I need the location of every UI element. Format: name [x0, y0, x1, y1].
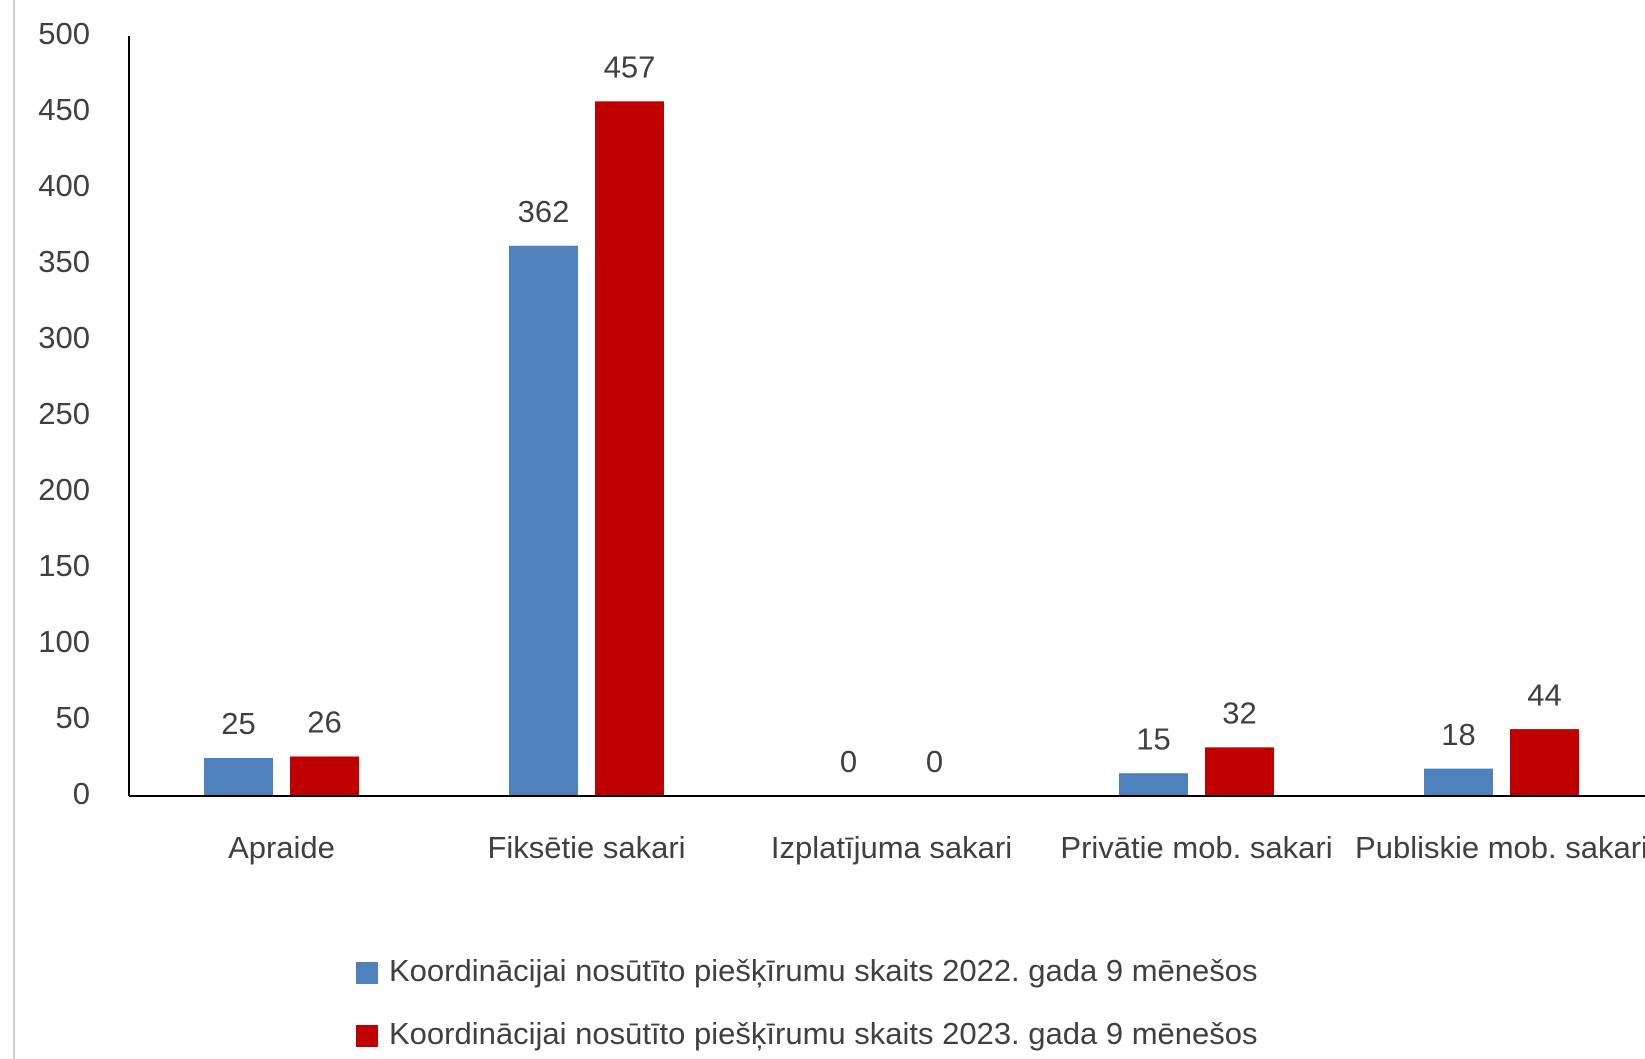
y-tick-label: 500 [38, 16, 90, 51]
y-tick-label: 0 [73, 776, 90, 811]
bar [595, 101, 664, 797]
data-label: 44 [1527, 677, 1561, 712]
y-tick-label: 250 [38, 396, 90, 431]
y-tick-label: 400 [38, 168, 90, 203]
x-tick-label: Privātie mob. sakari [1060, 830, 1332, 865]
legend-label: Koordinācijai nosūtīto piešķīrumu skaits… [389, 953, 1258, 988]
bar [1119, 773, 1188, 796]
y-tick-label: 150 [38, 548, 90, 583]
data-label: 32 [1222, 696, 1256, 731]
data-label: 0 [926, 744, 943, 779]
bar [1205, 747, 1274, 796]
data-label: 25 [221, 706, 255, 741]
x-tick-label: Fiksētie sakari [487, 830, 685, 865]
bar [1424, 768, 1493, 796]
legend-swatch [356, 1025, 378, 1047]
data-label: 15 [1136, 721, 1170, 756]
y-tick-label: 100 [38, 624, 90, 659]
data-label: 18 [1441, 717, 1475, 752]
y-tick-label: 50 [56, 700, 90, 735]
bar [1510, 729, 1579, 796]
data-label: 362 [518, 194, 570, 229]
data-label: 26 [307, 705, 341, 740]
y-tick-label: 350 [38, 244, 90, 279]
x-tick-label: Publiskie mob. sakari [1355, 830, 1645, 865]
x-tick-label: Izplatījuma sakari [771, 830, 1012, 865]
x-tick-label: Apraide [228, 830, 335, 865]
y-tick-label: 200 [38, 472, 90, 507]
bar [290, 756, 359, 796]
bar [509, 245, 578, 796]
legend-swatch [356, 962, 378, 984]
y-tick-label: 450 [38, 92, 90, 127]
legend-label: Koordinācijai nosūtīto piešķīrumu skaits… [389, 1016, 1258, 1051]
y-tick-label: 300 [38, 320, 90, 355]
data-label: 0 [840, 744, 857, 779]
bar [204, 758, 273, 796]
data-label: 457 [604, 50, 656, 85]
